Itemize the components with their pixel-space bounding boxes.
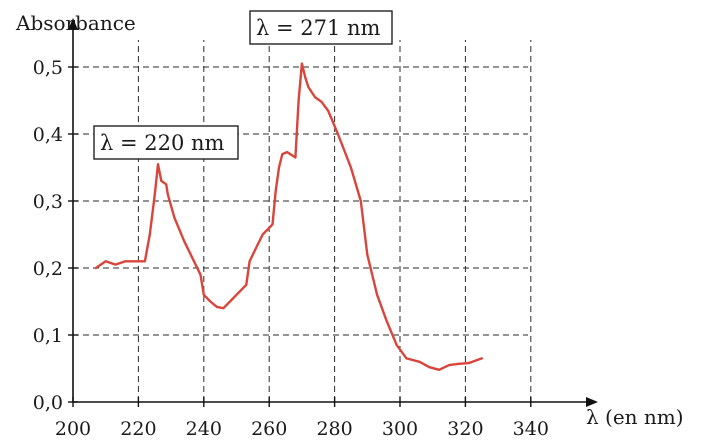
- y-tick-label: 0,2: [33, 258, 63, 280]
- x-tick-label: 340: [513, 418, 549, 440]
- annotation-box-271: [249, 10, 393, 45]
- y-axis-title: Absorbance: [15, 11, 136, 35]
- series: [94, 62, 483, 371]
- x-tick-label: 300: [382, 418, 418, 440]
- annotation-text-220: λ = 220 nm: [100, 131, 225, 155]
- x-tick-label: 200: [55, 418, 91, 440]
- ticks: 200 220 240 260 280 300 320 340 0,0 0,1 0,2 0,3 0,4 0…: [33, 57, 549, 440]
- annotation-peak-220: λ = 220 nm: [93, 125, 239, 160]
- x-tick-label: 280: [316, 418, 352, 440]
- x-tick-label: 320: [447, 418, 483, 440]
- y-tick-label: 0,1: [33, 325, 63, 347]
- y-axis-arrow: [68, 18, 78, 30]
- grid: [73, 40, 532, 402]
- axes: [68, 18, 598, 407]
- y-tick-label: 0,0: [33, 392, 63, 414]
- y-tick-label: 0,3: [33, 191, 63, 213]
- annotation-peak-271: λ = 271 nm: [249, 10, 393, 45]
- x-axis-arrow: [586, 397, 598, 407]
- annotation-text-271: λ = 271 nm: [256, 16, 381, 40]
- y-tick-label: 0,4: [33, 124, 63, 146]
- x-axis-title: λ (en nm): [586, 405, 684, 429]
- absorbance-curve: [94, 62, 483, 371]
- x-tick-label: 240: [186, 418, 222, 440]
- x-tick-label: 220: [120, 418, 156, 440]
- x-tick-label: 260: [251, 418, 287, 440]
- y-tick-label: 0,5: [33, 57, 63, 79]
- annotation-box-220: [93, 125, 239, 160]
